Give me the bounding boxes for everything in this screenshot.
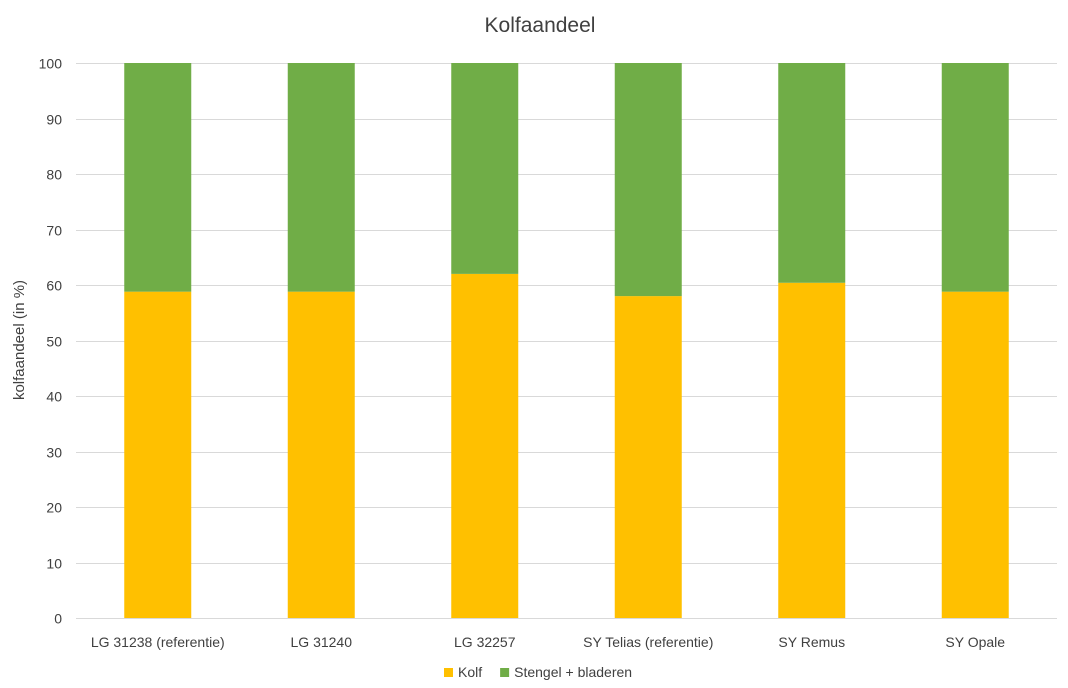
bar-segment-kolf xyxy=(615,296,682,618)
y-tick-label: 50 xyxy=(46,334,62,350)
x-axis-ticks: LG 31238 (referentie) LG 31240 LG 32257 SY … xyxy=(91,634,1005,650)
chart-title: Kolfaandeel xyxy=(485,14,596,37)
y-tick-label: 30 xyxy=(46,445,62,461)
legend: Kolf Stengel + bladeren xyxy=(444,664,632,680)
legend-swatch xyxy=(500,668,509,677)
x-tick-label: SY Remus xyxy=(778,634,845,650)
y-axis-ticks: 0 10 20 30 40 50 60 70 80 90 100 xyxy=(39,56,63,627)
y-tick-label: 60 xyxy=(46,278,62,294)
bar-segment-stengel-bladeren xyxy=(615,63,682,296)
y-tick-label: 80 xyxy=(46,167,62,183)
x-tick-label: LG 32257 xyxy=(454,634,516,650)
y-tick-label: 10 xyxy=(46,556,62,572)
bar-segment-kolf xyxy=(451,274,518,618)
bar-segment-kolf xyxy=(778,283,845,618)
bar-segment-stengel-bladeren xyxy=(288,63,355,292)
x-tick-label: SY Telias (referentie) xyxy=(583,634,713,650)
bar-segment-kolf xyxy=(942,292,1009,618)
bar-segment-stengel-bladeren xyxy=(942,63,1009,292)
gridlines xyxy=(76,64,1057,619)
bar-segment-kolf xyxy=(288,292,355,618)
legend-swatch xyxy=(444,668,453,677)
x-tick-label: SY Opale xyxy=(945,634,1005,650)
legend-label: Kolf xyxy=(458,664,482,680)
bar-segment-stengel-bladeren xyxy=(778,63,845,283)
bar-segment-stengel-bladeren xyxy=(451,63,518,274)
y-tick-label: 70 xyxy=(46,223,62,239)
y-tick-label: 90 xyxy=(46,112,62,128)
y-tick-label: 40 xyxy=(46,389,62,405)
bars xyxy=(124,63,1009,618)
bar-segment-kolf xyxy=(124,292,191,618)
legend-label: Stengel + bladeren xyxy=(514,664,632,680)
bar-segment-stengel-bladeren xyxy=(124,63,191,292)
y-tick-label: 20 xyxy=(46,500,62,516)
x-tick-label: LG 31238 (referentie) xyxy=(91,634,225,650)
y-tick-label: 0 xyxy=(54,611,62,627)
y-axis-label: kolfaandeel (in %) xyxy=(11,280,28,400)
x-tick-label: LG 31240 xyxy=(291,634,353,650)
y-tick-label: 100 xyxy=(39,56,63,72)
